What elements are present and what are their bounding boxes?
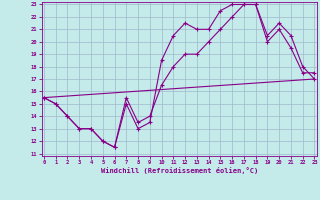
X-axis label: Windchill (Refroidissement éolien,°C): Windchill (Refroidissement éolien,°C) — [100, 167, 258, 174]
